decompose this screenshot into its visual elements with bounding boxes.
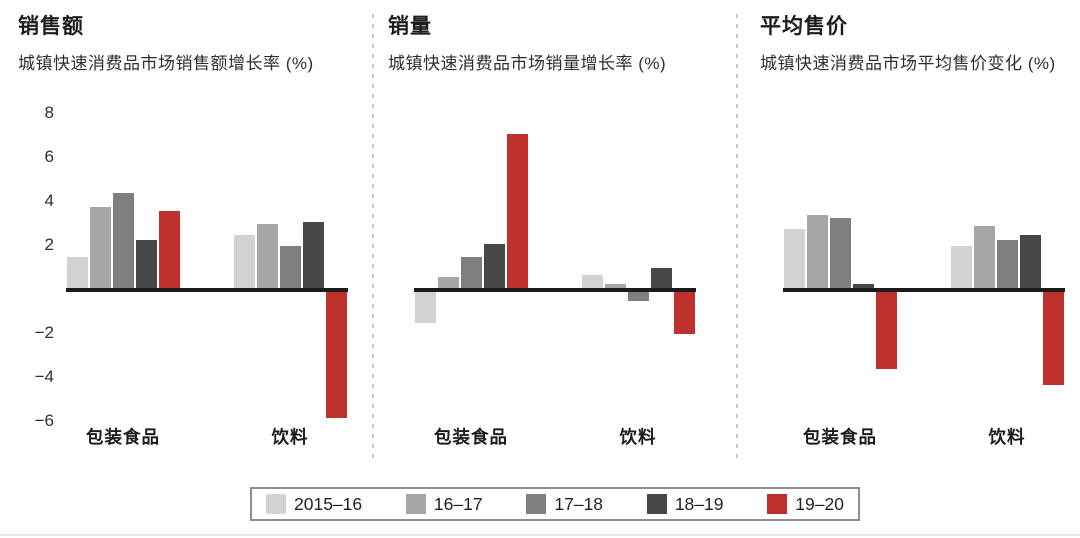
bar [582, 274, 603, 288]
bar [136, 239, 157, 288]
bar [159, 211, 180, 288]
y-tick-label: −2 [34, 323, 54, 342]
legend-swatch [767, 494, 788, 514]
bar [415, 288, 436, 324]
bar [830, 217, 851, 288]
panel-asp-title: 平均售价 [760, 15, 848, 38]
legend-swatch [526, 494, 547, 514]
bar [484, 244, 505, 288]
y-tick-label: −6 [34, 411, 54, 430]
panel-divider [372, 14, 374, 458]
bar [651, 268, 672, 288]
panel-volume-title: 销量 [388, 15, 432, 38]
bar [438, 277, 459, 288]
bar [974, 226, 995, 288]
category-label: 饮料 [988, 427, 1026, 447]
legend-swatch [266, 494, 286, 514]
bar [326, 288, 347, 418]
panel-sales-value-title: 销售额 [18, 15, 84, 38]
legend: 2015–16 16–17 17–18 18–19 19–20 [250, 487, 860, 521]
bottom-divider [0, 534, 1080, 536]
bar [1043, 288, 1064, 385]
panel-volume-subtitle: 城镇快速消费品市场销量增长率 (%) [388, 54, 667, 73]
plot-sales-value: 包装食品 饮料 [66, 95, 348, 447]
bar [67, 257, 88, 288]
category-label: 包装食品 [86, 427, 160, 447]
y-tick-label: 6 [44, 147, 54, 166]
category-label: 饮料 [271, 427, 309, 447]
legend-label: 2015–16 [294, 493, 363, 514]
plot-volume: 包装食品 饮料 [414, 95, 696, 447]
bar [876, 288, 897, 370]
bar [234, 235, 255, 288]
category-label: 包装食品 [803, 427, 877, 447]
zero-axis-line [783, 288, 1065, 292]
zero-axis-line [414, 288, 696, 292]
bar [303, 222, 324, 288]
bar [461, 257, 482, 288]
category-label: 包装食品 [434, 427, 508, 447]
legend-label: 18–19 [674, 493, 724, 514]
legend-item: 18–19 [646, 493, 724, 515]
zero-axis-line [66, 288, 348, 292]
panel-asp-subtitle: 城镇快速消费品市场平均售价变化 (%) [760, 54, 1056, 73]
bar [853, 283, 874, 288]
y-tick-label: −4 [34, 367, 54, 386]
bar [90, 206, 111, 288]
bar [257, 224, 278, 288]
panel-divider [736, 14, 738, 458]
legend-label: 19–20 [795, 493, 844, 514]
legend-swatch [405, 494, 426, 514]
y-axis: 8 6 4 2 −2 −4 −6 [14, 95, 54, 440]
bar [605, 283, 626, 288]
category-label: 饮料 [619, 427, 657, 447]
bar [951, 246, 972, 288]
legend-swatch [646, 494, 667, 514]
bar [674, 288, 695, 335]
legend-item: 2015–16 [266, 494, 362, 515]
legend-item: 17–18 [526, 494, 603, 515]
panel-sales-value-subtitle: 城镇快速消费品市场销售额增长率 (%) [18, 54, 314, 73]
bar [997, 239, 1018, 288]
bar [784, 228, 805, 288]
bar [807, 215, 828, 288]
legend-label: 16–17 [433, 493, 483, 514]
y-tick-label: 2 [44, 235, 54, 254]
legend-label: 17–18 [554, 493, 604, 514]
y-tick-label: 4 [44, 191, 54, 210]
bar [280, 246, 301, 288]
bar [1020, 235, 1041, 288]
plot-asp: 包装食品 饮料 [783, 95, 1065, 447]
bar [113, 193, 134, 288]
bar [507, 134, 528, 288]
y-tick-label: 8 [44, 103, 54, 122]
legend-item: 16–17 [405, 493, 483, 515]
legend-item: 19–20 [767, 494, 844, 515]
